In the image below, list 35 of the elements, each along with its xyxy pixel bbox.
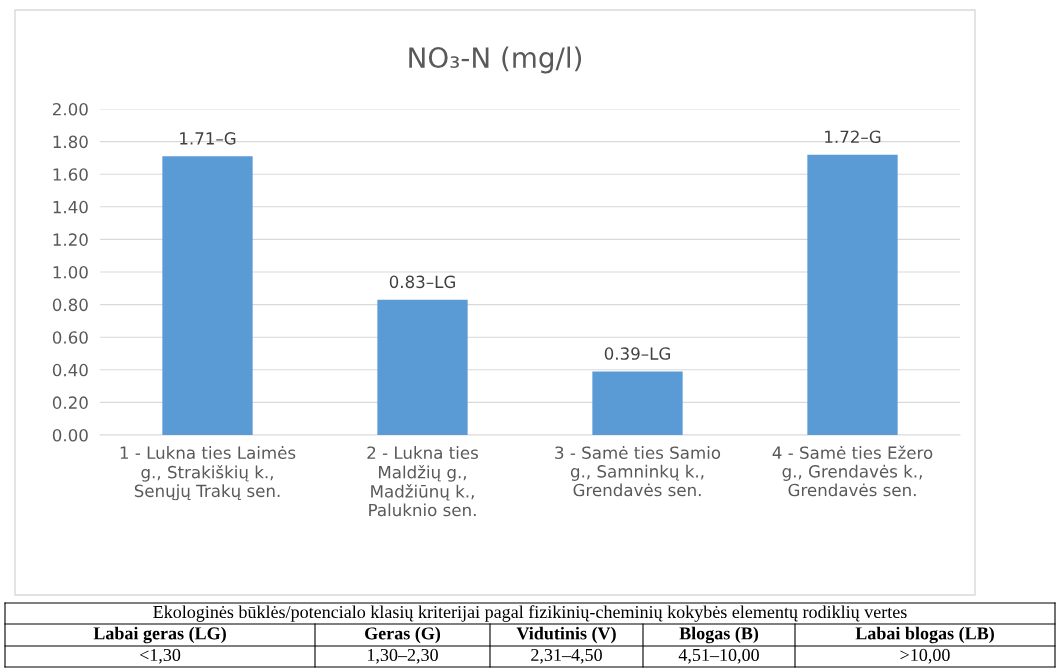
text: <1,30 bbox=[140, 648, 181, 664]
y-tick-label: 0.20 bbox=[52, 396, 88, 409]
y-tick-label: 1.20 bbox=[53, 233, 88, 246]
y-tick-label: 1.60 bbox=[53, 168, 88, 181]
chart-title: NO₃-N (mg/l) bbox=[409, 46, 582, 74]
data-label: 1.71–G bbox=[180, 132, 236, 145]
data-label: 0.83–LG bbox=[389, 275, 455, 289]
text: Geras (G) bbox=[365, 626, 441, 644]
y-tick-label: 2.00 bbox=[53, 102, 88, 116]
y-tick-label: 0.40 bbox=[52, 363, 88, 377]
text: Blogas (B) bbox=[679, 626, 759, 644]
y-tick-label: 0.80 bbox=[52, 298, 88, 312]
x-tick-label: 3 - Samė ties Samio g., Samninkų k., Grendavės sen. bbox=[555, 446, 721, 497]
text: 1,30–2,30 bbox=[367, 648, 438, 664]
bar bbox=[162, 156, 253, 435]
x-tick-label: 2 - Lukna ties Maldžių g., Madžiūnų k., Paluknio sen. bbox=[367, 446, 478, 517]
text: Vidutinis (V) bbox=[516, 626, 616, 644]
bar bbox=[807, 154, 898, 435]
y-tick-label: 1.00 bbox=[53, 265, 88, 279]
text: Labai blogas (LB) bbox=[855, 626, 994, 644]
bar bbox=[592, 371, 683, 435]
x-tick-label: 1 - Lukna ties Laimės g., Strakiškių k., Senųjų Trakų sen. bbox=[120, 446, 296, 501]
text: 4,51–10,00 bbox=[678, 648, 759, 664]
text: Ekologinės būklės/potencialo klasių kriterijai pagal fizikinių-cheminių kokybės elementų rodiklių vertes bbox=[153, 605, 907, 622]
text: >10,00 bbox=[900, 648, 950, 664]
y-tick-label: 0.00 bbox=[52, 428, 88, 442]
text: Labai geras (LG) bbox=[93, 626, 226, 644]
text: 2,31–4,50 bbox=[531, 648, 602, 664]
x-tick-label: 4 - Samė ties Ežero g., Grendavės k., Grendavės sen. bbox=[772, 445, 933, 497]
data-label: 1.72–G bbox=[825, 130, 881, 144]
y-tick-label: 0.60 bbox=[52, 331, 88, 344]
data-label: 0.39–LG bbox=[604, 347, 670, 360]
bar bbox=[377, 299, 468, 435]
y-tick-label: 1.80 bbox=[53, 135, 88, 149]
y-tick-label: 1.40 bbox=[53, 200, 88, 214]
